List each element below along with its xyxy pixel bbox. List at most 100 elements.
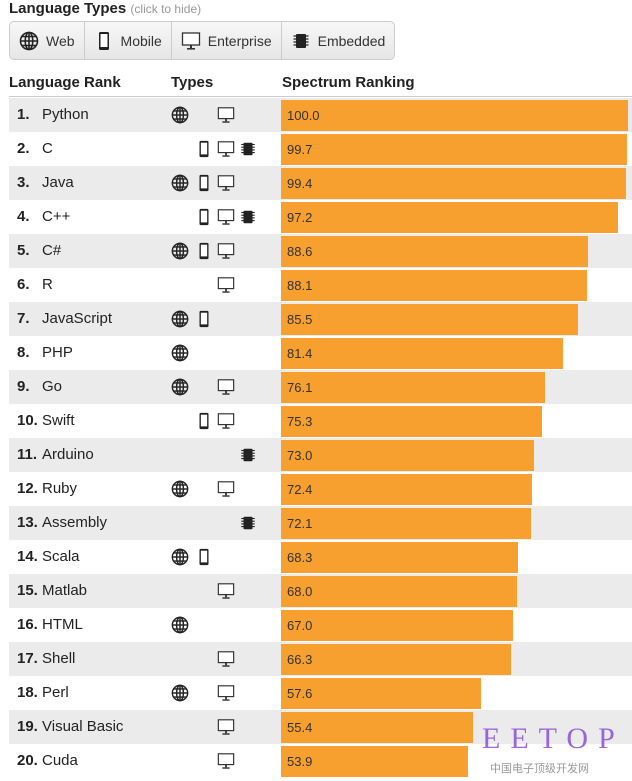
table-row[interactable]: 12. Ruby 72.4	[9, 472, 632, 506]
language-name: Go	[42, 378, 63, 395]
table-row[interactable]: 3. Java 99.4	[9, 166, 632, 200]
filter-label: Embedded	[317, 32, 386, 49]
table-row[interactable]: 20. Cuda 53.9	[9, 744, 632, 778]
chip-icon	[239, 208, 257, 226]
phone-icon	[94, 31, 114, 51]
table-row[interactable]: 2. C 99.7	[9, 132, 632, 166]
table-row[interactable]: 16. HTML 67.0	[9, 608, 632, 642]
globe-icon	[171, 684, 189, 702]
score-bar	[281, 338, 564, 369]
rank-number: 1.	[17, 106, 30, 123]
table-row[interactable]: 5. C# 88.6	[9, 234, 632, 268]
monitor-icon	[217, 140, 235, 158]
globe-icon	[171, 548, 189, 566]
language-name: Scala	[42, 548, 80, 565]
filter-embedded-button[interactable]: Embedded	[282, 22, 395, 59]
score-bar	[281, 134, 627, 165]
score-value: 75.3	[287, 414, 313, 429]
phone-icon	[195, 140, 213, 158]
table-row[interactable]: 9. Go 76.1	[9, 370, 632, 404]
score-bar	[281, 372, 546, 403]
monitor-icon	[217, 174, 235, 192]
phone-icon	[195, 208, 213, 226]
language-name: Ruby	[42, 480, 78, 497]
globe-icon	[171, 344, 189, 362]
globe-icon	[19, 31, 39, 51]
language-name: JavaScript	[42, 310, 113, 327]
table-row[interactable]: 14. Scala 68.3	[9, 540, 632, 574]
globe-icon	[171, 310, 189, 328]
rank-number: 10.	[17, 412, 38, 429]
filter-mobile-button[interactable]: Mobile	[85, 22, 172, 59]
filter-web-button[interactable]: Web	[10, 22, 85, 59]
rank-number: 7.	[17, 310, 30, 327]
table-row[interactable]: 13. Assembly 72.1	[9, 506, 632, 540]
monitor-icon	[217, 650, 235, 668]
table-row[interactable]: 7. JavaScript 85.5	[9, 302, 632, 336]
language-name: C	[42, 140, 53, 157]
score-value: 99.7	[287, 142, 313, 157]
rank-number: 3.	[17, 174, 30, 191]
section-title: Language Types (click to hide)	[9, 0, 201, 17]
rank-number: 15.	[17, 582, 38, 599]
language-name: Swift	[42, 412, 75, 429]
monitor-icon	[217, 480, 235, 498]
rank-number: 5.	[17, 242, 30, 259]
monitor-icon	[217, 208, 235, 226]
header-divider	[9, 96, 632, 97]
score-bar	[281, 746, 469, 777]
table-row[interactable]: 1. Python 100.0	[9, 98, 632, 132]
language-name: Perl	[42, 684, 69, 701]
column-header-types[interactable]: Types	[171, 74, 214, 91]
monitor-icon	[217, 718, 235, 736]
table-row[interactable]: 6. R 88.1	[9, 268, 632, 302]
score-bar	[281, 100, 628, 131]
phone-icon	[195, 310, 213, 328]
title-text: Language Types	[9, 0, 127, 17]
monitor-icon	[181, 31, 201, 51]
score-value: 73.0	[287, 448, 313, 463]
column-header-score[interactable]: Spectrum Ranking	[282, 74, 415, 91]
language-name: Shell	[42, 650, 76, 667]
table-row[interactable]: 10. Swift 75.3	[9, 404, 632, 438]
table-row[interactable]: 15. Matlab 68.0	[9, 574, 632, 608]
rank-number: 19.	[17, 718, 38, 735]
score-value: 76.1	[287, 380, 313, 395]
score-value: 100.0	[287, 108, 320, 123]
filter-label: Web	[46, 32, 75, 49]
monitor-icon	[217, 582, 235, 600]
globe-icon	[171, 480, 189, 498]
rank-number: 11.	[17, 446, 38, 463]
rank-number: 6.	[17, 276, 30, 293]
monitor-icon	[217, 276, 235, 294]
table-row[interactable]: 4. C++ 97.2	[9, 200, 632, 234]
table-row[interactable]: 19. Visual Basic 55.4	[9, 710, 632, 744]
score-value: 72.1	[287, 516, 313, 531]
phone-icon	[195, 548, 213, 566]
table-row[interactable]: 11. Arduino 73.0	[9, 438, 632, 472]
rank-number: 14.	[17, 548, 38, 565]
rank-number: 8.	[17, 344, 30, 361]
filter-enterprise-button[interactable]: Enterprise	[172, 22, 282, 59]
score-bar	[281, 712, 474, 743]
table-row[interactable]: 18. Perl 57.6	[9, 676, 632, 710]
score-bar	[281, 168, 626, 199]
score-value: 68.0	[287, 584, 313, 599]
watermark-subtitle: 中国电子顶级开发网	[490, 763, 589, 775]
chip-icon	[239, 140, 257, 158]
score-value: 97.2	[287, 210, 313, 225]
hint-text: (click to hide)	[130, 2, 202, 16]
language-name: Arduino	[42, 446, 94, 463]
phone-icon	[195, 174, 213, 192]
monitor-icon	[217, 242, 235, 260]
table-row[interactable]: 8. PHP 81.4	[9, 336, 632, 370]
table-row[interactable]: 17. Shell 66.3	[9, 642, 632, 676]
score-value: 53.9	[287, 754, 313, 769]
score-value: 81.4	[287, 346, 313, 361]
language-name: Matlab	[42, 582, 88, 599]
language-name: C++	[42, 208, 71, 225]
score-value: 85.5	[287, 312, 313, 327]
monitor-icon	[217, 684, 235, 702]
column-header-rank[interactable]: Language Rank	[9, 74, 121, 91]
score-value: 88.1	[287, 278, 313, 293]
